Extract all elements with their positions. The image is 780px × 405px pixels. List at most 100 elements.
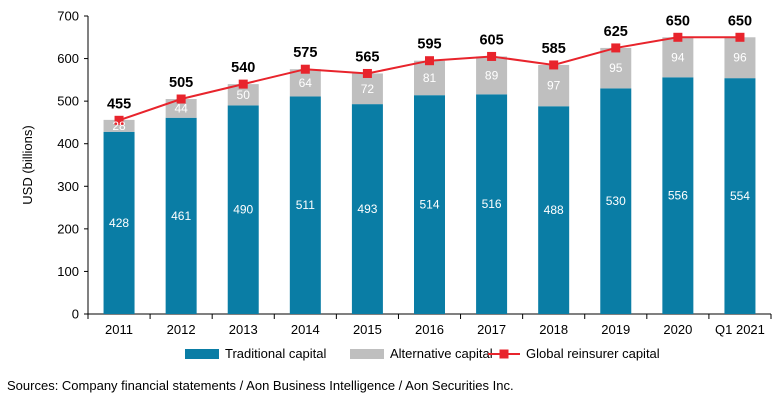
- traditional-value-label: 516: [482, 197, 502, 211]
- alternative-value-label: 81: [423, 71, 437, 85]
- x-tick-label: Q1 2021: [715, 322, 765, 337]
- legend-marker-global: [499, 349, 509, 359]
- bar-traditional-capital: [165, 117, 197, 314]
- global-capital-point: [238, 79, 248, 89]
- traditional-value-label: 530: [606, 194, 626, 208]
- traditional-value-label: 490: [233, 203, 253, 217]
- alternative-value-label: 89: [485, 68, 499, 82]
- bar-traditional-capital: [662, 77, 694, 314]
- y-tick-label: 100: [57, 264, 79, 279]
- bar-alternative-capital: [724, 37, 756, 79]
- x-tick-label: 2015: [353, 322, 382, 337]
- bar-alternative-capital: [414, 60, 445, 96]
- traditional-value-label: 461: [171, 209, 191, 223]
- traditional-value-label: 554: [730, 189, 750, 203]
- bar-layer: [103, 37, 756, 315]
- global-capital-point: [611, 43, 621, 53]
- global-capital-point: [673, 32, 683, 42]
- traditional-value-label: 514: [419, 198, 439, 212]
- global-capital-point: [114, 115, 124, 125]
- bar-alternative-capital: [600, 47, 632, 89]
- global-capital-point: [735, 32, 745, 42]
- global-capital-point: [549, 60, 559, 70]
- legend-swatch-alternative: [350, 349, 384, 359]
- global-capital-point: [425, 56, 434, 66]
- x-tick-label: 2011: [105, 322, 133, 337]
- alternative-value-label: 96: [733, 51, 747, 65]
- y-tick-label: 200: [57, 221, 79, 236]
- global-capital-label: 565: [355, 49, 379, 65]
- global-capital-point: [176, 94, 186, 104]
- bar-alternative-capital: [103, 119, 135, 132]
- bar-alternative-capital: [662, 37, 694, 78]
- x-tick-label: 2017: [477, 322, 506, 337]
- global-capital-point: [487, 51, 497, 61]
- y-tick-label: 300: [57, 179, 79, 194]
- x-tick-label: 2014: [291, 322, 320, 337]
- x-tick-label: 2019: [601, 322, 630, 337]
- x-tick-label: 2016: [415, 322, 444, 337]
- x-tick-label: 2020: [663, 322, 692, 337]
- global-capital-label: 505: [169, 75, 193, 91]
- x-tick-label: 2012: [167, 322, 196, 337]
- legend-swatch-traditional: [185, 349, 219, 359]
- legend-label-alternative: Alternative capital: [390, 346, 493, 361]
- axis-layer: 0 100 200 300 400 500 600 700 USD (billions) 2011…: [20, 9, 772, 337]
- bar-traditional-capital: [227, 105, 259, 315]
- traditional-value-label: 493: [357, 202, 377, 216]
- traditional-value-label: 511: [296, 198, 315, 212]
- global-capital-point: [300, 64, 310, 74]
- bar-alternative-capital: [351, 73, 383, 105]
- bar-traditional-capital: [724, 78, 756, 314]
- global-capital-label: 595: [417, 37, 441, 53]
- y-axis-title: USD (billions): [20, 125, 35, 204]
- alternative-value-label: 95: [609, 61, 623, 75]
- legend-label-traditional: Traditional capital: [225, 346, 327, 361]
- traditional-value-label: 428: [109, 216, 129, 230]
- bar-traditional-capital: [600, 88, 632, 314]
- label-layer: 428 28 461 44 490 50 511 64 493 72 514 81 516 89 488 97…: [107, 13, 752, 230]
- y-tick-label: 600: [57, 51, 79, 66]
- alternative-value-label: 97: [547, 79, 561, 93]
- alternative-value-label: 72: [361, 82, 375, 96]
- bar-alternative-capital: [289, 69, 321, 97]
- bar-alternative-capital: [165, 99, 197, 118]
- global-capital-label: 585: [542, 41, 566, 57]
- y-tick-label: 0: [72, 307, 79, 322]
- global-capital-label: 540: [231, 60, 255, 76]
- bar-traditional-capital: [476, 94, 508, 315]
- bar-traditional-capital: [414, 95, 445, 314]
- bar-alternative-capital: [227, 84, 259, 106]
- global-capital-label: 650: [666, 13, 690, 29]
- global-capital-point: [362, 68, 372, 78]
- bar-alternative-capital: [476, 56, 508, 95]
- alternative-value-label: 64: [299, 76, 313, 90]
- legend-label-global: Global reinsurer capital: [526, 346, 660, 361]
- global-capital-label: 625: [604, 24, 628, 40]
- x-tick-label: 2013: [229, 322, 258, 337]
- bar-traditional-capital: [103, 131, 135, 314]
- bar-alternative-capital: [538, 64, 570, 107]
- global-capital-label: 650: [728, 13, 752, 29]
- alternative-value-label: 50: [237, 88, 251, 102]
- y-tick-label: 400: [57, 136, 79, 151]
- bar-traditional-capital: [351, 104, 383, 314]
- y-tick-label: 500: [57, 94, 79, 109]
- legend-layer: Traditional capital Alternative capital Gl…: [185, 346, 660, 361]
- alternative-value-label: 44: [174, 101, 188, 115]
- line-layer: [114, 32, 745, 125]
- x-tick-label: 2018: [539, 322, 568, 337]
- global-capital-label: 605: [479, 32, 503, 48]
- bar-traditional-capital: [538, 106, 570, 314]
- bar-traditional-capital: [289, 96, 321, 315]
- alternative-value-label: 28: [112, 119, 126, 133]
- global-capital-label: 455: [107, 96, 131, 112]
- traditional-value-label: 556: [668, 189, 688, 203]
- global-capital-label: 575: [293, 45, 317, 61]
- alternative-value-label: 94: [671, 50, 685, 64]
- traditional-value-label: 488: [544, 203, 564, 217]
- y-tick-label: 700: [57, 9, 79, 24]
- source-note: Sources: Company financial statements / …: [7, 378, 514, 393]
